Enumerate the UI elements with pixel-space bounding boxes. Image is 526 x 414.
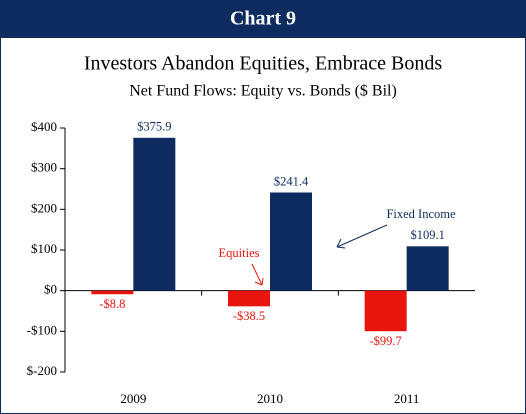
value-label: $241.4 bbox=[274, 174, 309, 188]
bar bbox=[228, 290, 270, 307]
annotation-arrow bbox=[336, 224, 388, 248]
header-bar bbox=[0, 0, 526, 38]
value-label: -$38.5 bbox=[233, 309, 265, 323]
x-tick-label: 2011 bbox=[394, 391, 420, 406]
value-label: -$99.7 bbox=[370, 334, 402, 348]
bar bbox=[270, 192, 312, 291]
bar bbox=[91, 290, 134, 295]
x-tick-label: 2009 bbox=[120, 391, 146, 406]
arrow-head bbox=[254, 277, 264, 286]
value-label: -$8.8 bbox=[99, 297, 125, 311]
y-tick-label: $-200 bbox=[27, 363, 57, 378]
bar bbox=[364, 290, 407, 332]
arrow-head bbox=[336, 238, 346, 249]
value-label: $109.1 bbox=[410, 228, 444, 242]
chart-subtitle: Net Fund Flows: Equity vs. Bonds ($ Bil) bbox=[129, 83, 397, 100]
y-tick-label: $100 bbox=[31, 241, 57, 256]
x-tick-label: 2010 bbox=[257, 391, 283, 406]
y-tick-label: $0 bbox=[44, 282, 57, 297]
annotation: Equities bbox=[219, 246, 260, 260]
y-tick-label: $300 bbox=[31, 160, 57, 175]
annotation: Fixed Income bbox=[386, 207, 456, 221]
y-tick-label: $200 bbox=[31, 200, 57, 215]
y-tick-label: -$100 bbox=[27, 322, 57, 337]
bar bbox=[406, 246, 449, 291]
y-tick-label: $400 bbox=[31, 119, 57, 134]
chart-title: Investors Abandon Equities, Embrace Bond… bbox=[84, 53, 442, 75]
annotation-arrow bbox=[251, 263, 263, 286]
value-label: $375.9 bbox=[137, 120, 171, 134]
bar bbox=[133, 137, 176, 291]
header: Chart 9 bbox=[230, 8, 296, 30]
